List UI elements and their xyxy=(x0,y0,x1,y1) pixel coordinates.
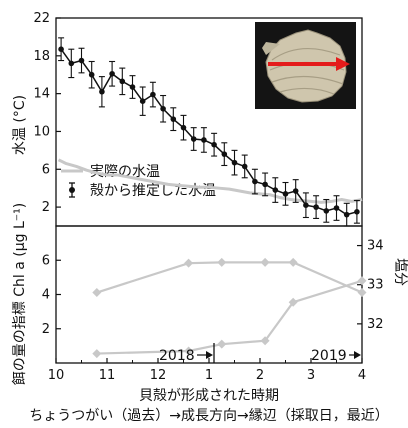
upper-y-tick-label: 10 xyxy=(33,124,50,139)
estimated-temperature-point xyxy=(343,211,350,218)
shell-photo xyxy=(255,22,356,109)
x-axis: 10 11 12 1 2 3 4 xyxy=(48,358,366,383)
year-2018-label: 2018 xyxy=(159,348,195,364)
estimated-temperature-point xyxy=(170,116,177,122)
estimated-temperature-point xyxy=(252,178,258,185)
estimated-temperature-point xyxy=(58,46,64,52)
estimated-temperature-point xyxy=(241,163,248,170)
caption: ちょうつがい（過去）→成長方向→縁辺（採取日，最近） xyxy=(29,408,388,424)
x-tick-label: 1 xyxy=(205,368,213,383)
estimated-temperature-point xyxy=(221,151,228,157)
upper-y-axis: 2 6 10 14 18 22 xyxy=(33,11,61,215)
lower-y-right-tick-label: 32 xyxy=(367,317,384,332)
x-tick-label: 2 xyxy=(256,368,264,383)
salinity-point xyxy=(184,258,194,268)
estimated-temperature-point xyxy=(150,91,156,98)
lower-y-axis-label: 餌の量の指標 Chl a (μg L⁻¹) xyxy=(11,203,28,385)
estimated-temperature-point xyxy=(139,98,146,104)
lower-y-tick-label: 2 xyxy=(42,322,50,337)
salinity-point xyxy=(92,288,102,298)
estimated-temperature-point xyxy=(272,187,279,193)
lower-y-tick-label: 6 xyxy=(42,253,50,268)
estimated-temperature-point xyxy=(211,141,217,148)
legend-estimated-label: 殻から推定した水温 xyxy=(90,183,216,199)
upper-y-tick-label: 22 xyxy=(33,11,50,26)
estimated-temperature-point xyxy=(180,124,187,131)
salinity-point xyxy=(288,257,298,267)
estimated-temperature-point xyxy=(323,208,330,214)
x-tick-label: 12 xyxy=(150,368,167,383)
estimated-temperature-point xyxy=(68,60,75,67)
actual-temperature-line xyxy=(57,158,363,204)
x-tick-label: 11 xyxy=(99,368,116,383)
estimated-temperature-point xyxy=(282,191,289,197)
upper-y-tick-label: 18 xyxy=(33,49,50,64)
lower-y-right-tick-label: 34 xyxy=(367,239,384,254)
chlorophyll-point xyxy=(357,276,367,286)
legend-estimated-marker xyxy=(69,187,75,193)
upper-y-tick-label: 14 xyxy=(33,87,50,102)
upper-y-axis-label: 水温 (°C) xyxy=(12,95,28,155)
salinity-line xyxy=(96,261,363,294)
salinity-point xyxy=(357,288,367,298)
x-axis-label: 貝殻が形成された時期 xyxy=(139,388,279,404)
year-2018-marker: 2018 xyxy=(159,343,215,364)
lower-y-tick-label: 4 xyxy=(42,288,50,303)
chlorophyll-point xyxy=(288,297,298,307)
x-tick-label: 10 xyxy=(48,368,65,383)
estimated-temperature-point xyxy=(99,88,105,95)
estimated-temperature-point xyxy=(109,70,115,77)
estimated-temperature-point xyxy=(88,71,95,78)
upper-y-tick-label: 6 xyxy=(42,162,50,177)
upper-series xyxy=(57,37,363,227)
chlorophyll-line xyxy=(96,279,363,355)
estimated-temperature-point xyxy=(190,136,197,142)
estimated-temperature-point xyxy=(354,209,360,215)
estimated-temperature-point xyxy=(313,204,319,210)
year-2019-marker: 2019 xyxy=(311,348,361,364)
chlorophyll-point xyxy=(217,339,227,349)
chlorophyll-point xyxy=(184,346,194,356)
estimated-temperature-point xyxy=(333,205,340,211)
estimated-temperature-point xyxy=(231,159,238,166)
estimated-temperature-point xyxy=(201,137,207,143)
lower-y-axis-right: 32 33 34 xyxy=(357,239,384,332)
estimated-temperature-point xyxy=(78,57,85,64)
year-2019-label: 2019 xyxy=(311,348,347,364)
estimated-temperature-point xyxy=(303,202,309,208)
upper-y-tick-label: 2 xyxy=(42,200,50,215)
estimated-temperature-point xyxy=(119,78,126,85)
chlorophyll-point xyxy=(260,336,270,346)
x-tick-label: 4 xyxy=(358,368,366,383)
lower-y-right-tick-label: 33 xyxy=(367,278,384,293)
lower-series xyxy=(92,257,367,359)
lower-y-axis-right-label: 塩分 xyxy=(392,258,408,286)
estimated-temperature-point xyxy=(292,188,299,194)
lower-y-axis: 2 4 6 xyxy=(42,253,61,337)
salinity-point xyxy=(217,257,227,267)
chlorophyll-point xyxy=(92,349,102,359)
estimated-temperature-point xyxy=(129,84,136,90)
x-tick-label: 3 xyxy=(307,368,315,383)
estimated-temperature-point xyxy=(262,181,268,188)
salinity-point xyxy=(260,257,270,267)
estimated-temperature-point xyxy=(160,105,166,112)
